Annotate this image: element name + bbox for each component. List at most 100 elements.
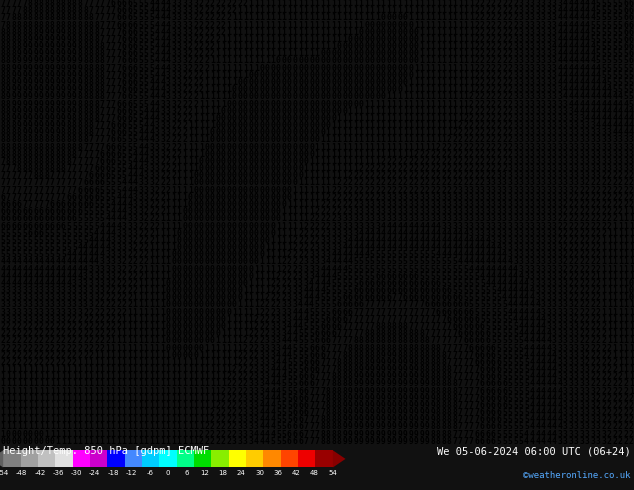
Text: 0: 0 (292, 107, 297, 116)
Text: 2: 2 (596, 329, 600, 338)
Text: 0: 0 (237, 150, 242, 159)
Text: 2: 2 (199, 85, 204, 94)
Text: 1: 1 (22, 401, 27, 410)
Text: 0: 0 (414, 56, 418, 66)
Text: 2: 2 (6, 343, 11, 352)
Text: 3: 3 (546, 214, 551, 223)
Text: 1: 1 (210, 387, 215, 395)
Text: 3: 3 (519, 6, 524, 15)
Text: 2: 2 (105, 286, 110, 295)
Text: 4: 4 (11, 257, 16, 267)
Text: 9: 9 (381, 401, 385, 410)
Text: 1: 1 (232, 343, 236, 352)
Text: 1: 1 (392, 135, 397, 145)
Text: 1: 1 (133, 300, 138, 310)
Text: 4: 4 (165, 42, 171, 51)
Text: 8: 8 (441, 401, 446, 410)
Text: 3: 3 (22, 300, 27, 310)
Text: 9: 9 (375, 379, 380, 389)
Text: 1: 1 (458, 28, 463, 37)
Text: 2: 2 (502, 143, 507, 151)
Text: 0: 0 (249, 135, 253, 145)
Text: 3: 3 (447, 193, 452, 202)
Text: 6: 6 (359, 294, 363, 302)
Text: 2: 2 (474, 85, 479, 94)
Text: 2: 2 (28, 329, 33, 338)
Text: 3: 3 (453, 193, 457, 202)
Text: 4: 4 (414, 229, 418, 238)
Text: 8: 8 (55, 21, 60, 29)
Text: 1: 1 (204, 93, 209, 101)
Text: 2: 2 (629, 178, 633, 188)
Text: 2: 2 (314, 221, 320, 231)
Text: 2: 2 (508, 143, 512, 151)
Text: 8: 8 (94, 35, 99, 44)
Text: 1: 1 (314, 13, 320, 23)
Text: 3: 3 (287, 300, 292, 310)
Text: 2: 2 (133, 265, 138, 273)
Text: 3: 3 (122, 250, 126, 259)
Text: 5: 5 (110, 186, 115, 195)
Text: 1: 1 (403, 114, 408, 123)
Text: 5: 5 (513, 351, 518, 360)
Text: 6: 6 (486, 365, 490, 374)
Text: 1: 1 (408, 121, 413, 130)
Text: 8: 8 (72, 21, 77, 29)
Text: 7: 7 (50, 186, 55, 195)
Text: 2: 2 (607, 394, 612, 403)
Text: 3: 3 (535, 99, 540, 109)
Text: 0: 0 (188, 214, 193, 223)
Text: 1: 1 (165, 257, 171, 267)
Text: 3: 3 (298, 265, 303, 273)
Text: 1: 1 (430, 64, 435, 73)
Text: 0: 0 (359, 28, 363, 37)
Text: 3: 3 (623, 143, 628, 151)
Text: 1: 1 (232, 28, 236, 37)
Text: 3: 3 (458, 186, 463, 195)
Text: 5: 5 (11, 236, 16, 245)
Text: 9: 9 (419, 408, 424, 417)
Text: 5: 5 (370, 250, 375, 259)
Text: 4: 4 (259, 422, 264, 432)
Text: 4: 4 (77, 250, 82, 259)
Text: 3: 3 (535, 21, 540, 29)
Text: 1: 1 (607, 243, 612, 252)
Text: 4: 4 (579, 85, 584, 94)
Text: 2: 2 (304, 236, 308, 245)
Text: 6: 6 (309, 372, 314, 381)
Text: 3: 3 (496, 193, 501, 202)
Text: 1: 1 (287, 28, 292, 37)
Text: 3: 3 (590, 150, 595, 159)
Text: 0: 0 (281, 172, 287, 180)
Text: 1: 1 (149, 387, 154, 395)
Text: 2: 2 (430, 178, 435, 188)
Text: 4: 4 (314, 294, 320, 302)
Text: 7: 7 (89, 143, 93, 151)
Text: 3: 3 (585, 150, 590, 159)
Text: 0: 0 (287, 78, 292, 87)
Text: 6: 6 (292, 416, 297, 424)
Text: 3: 3 (513, 221, 518, 231)
Text: 1: 1 (359, 0, 363, 8)
Text: 2: 2 (105, 294, 110, 302)
Text: 3: 3 (585, 437, 590, 446)
Text: 1: 1 (629, 243, 633, 252)
Text: 4: 4 (562, 64, 567, 73)
Text: 5: 5 (524, 394, 529, 403)
Text: 0: 0 (232, 265, 236, 273)
Text: 3: 3 (546, 49, 551, 58)
Text: 4: 4 (447, 250, 452, 259)
Text: 3: 3 (337, 214, 342, 223)
Text: 3: 3 (419, 207, 424, 216)
Text: 2: 2 (585, 308, 590, 317)
Text: 4: 4 (585, 13, 590, 23)
Text: 1: 1 (155, 322, 160, 331)
Text: 9: 9 (55, 28, 60, 37)
Text: 7: 7 (100, 21, 105, 29)
Text: 2: 2 (590, 250, 595, 259)
Text: 1: 1 (155, 229, 160, 238)
Text: 5: 5 (304, 351, 308, 360)
Text: 2: 2 (579, 186, 584, 195)
Text: 7: 7 (326, 365, 330, 374)
Text: 5: 5 (623, 49, 628, 58)
